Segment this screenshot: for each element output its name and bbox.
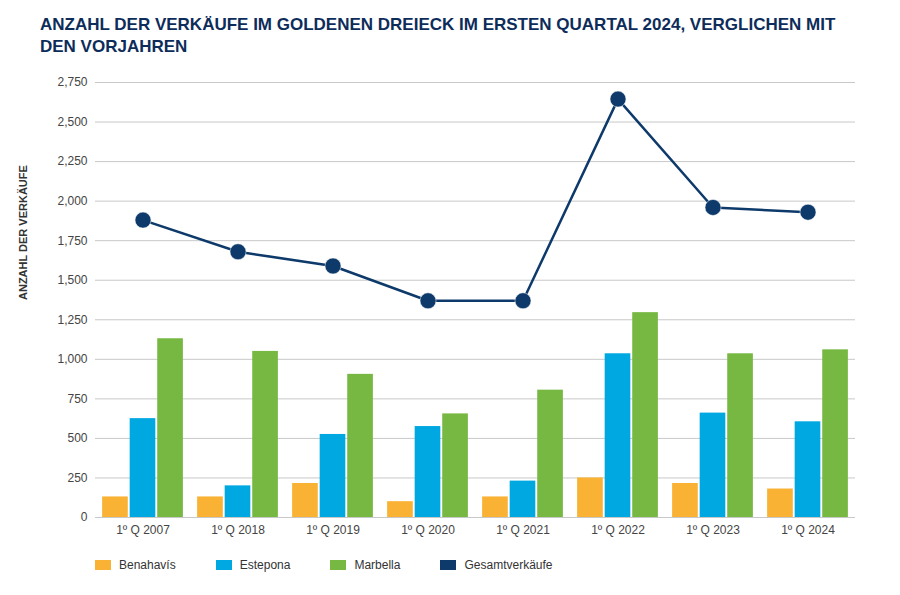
svg-text:1,000: 1,000: [57, 352, 87, 366]
svg-text:0: 0: [81, 510, 88, 524]
html-text:ANZAHL DER VERKÄUFE IM GOLDENE: ANZAHL DER VERKÄUFE IM GOLDENEN DREIECK …: [40, 15, 836, 56]
svg-text:1º Q 2018: 1º Q 2018: [211, 523, 265, 537]
svg-text:1º Q 2007: 1º Q 2007: [116, 523, 170, 537]
svg-text:1,750: 1,750: [57, 234, 87, 248]
html-text:Gesamtverkäufe: Gesamtverkäufe: [464, 558, 553, 572]
svg-text:1º Q 2023: 1º Q 2023: [686, 523, 740, 537]
svg-text:250: 250: [67, 471, 87, 485]
html-text:Benahavís: Benahavís: [119, 558, 176, 572]
svg-text:2,500: 2,500: [57, 115, 87, 129]
svg-text:1,500: 1,500: [57, 273, 87, 287]
html-text:Estepona: Estepona: [239, 558, 291, 572]
svg-text:750: 750: [67, 392, 87, 406]
svg-text:2,250: 2,250: [57, 154, 87, 168]
svg-text:1,250: 1,250: [57, 313, 87, 327]
svg-text:ANZAHL DER VERKÄUFE: ANZAHL DER VERKÄUFE: [17, 165, 29, 300]
svg-text:1º Q 2024: 1º Q 2024: [781, 523, 835, 537]
svg-text:2,750: 2,750: [57, 75, 87, 89]
svg-text:1º Q 2020: 1º Q 2020: [401, 523, 455, 537]
svg-text:500: 500: [67, 431, 87, 445]
svg-text:1º Q 2022: 1º Q 2022: [591, 523, 645, 537]
html-text:Marbella: Marbella: [354, 558, 401, 572]
svg-text:1º Q 2021: 1º Q 2021: [496, 523, 550, 537]
svg-text:1º Q 2019: 1º Q 2019: [306, 523, 360, 537]
svg-text:2,000: 2,000: [57, 194, 87, 208]
